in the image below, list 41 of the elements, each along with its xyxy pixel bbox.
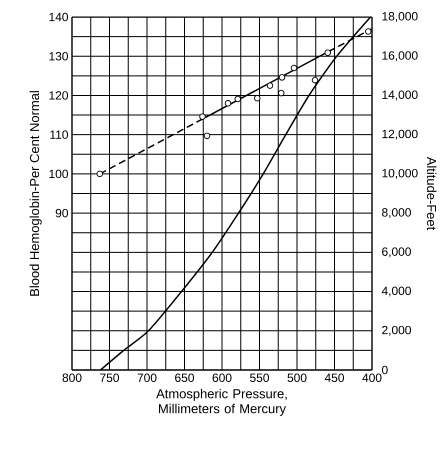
point xyxy=(365,28,372,35)
x-tick-label: 500 xyxy=(288,374,307,382)
point xyxy=(254,94,260,102)
x-tick-label: 700 xyxy=(138,374,157,382)
y-tick-label: 110 xyxy=(50,130,68,139)
point xyxy=(266,82,274,89)
point xyxy=(290,64,298,72)
y2-tick-label: 8,000 xyxy=(382,208,411,218)
y2-tick-label: 12,000 xyxy=(382,130,418,140)
point xyxy=(224,100,232,107)
y-axis-title: Blood Hemoglobin-Per Cent Normal xyxy=(30,91,42,296)
y2-tick-label: 14,000 xyxy=(382,90,418,100)
y-tick-label: 130 xyxy=(49,52,68,60)
y2-tick-label: 0 xyxy=(382,366,388,374)
x-tick-label: 600 xyxy=(212,374,232,382)
point xyxy=(199,113,206,120)
point xyxy=(312,76,318,84)
point xyxy=(234,96,241,102)
y-tick-label: 90 xyxy=(56,208,68,218)
x-tick-label: 800 xyxy=(62,374,82,382)
y2-tick-label: 2,000 xyxy=(382,326,411,336)
point xyxy=(324,49,331,56)
point xyxy=(204,132,210,140)
point xyxy=(278,90,284,96)
y2-axis-title: Altitude-Feet xyxy=(426,156,436,230)
point xyxy=(96,170,103,178)
y2-tick-label: 16,000 xyxy=(382,51,418,62)
y2-tick-label: 10,000 xyxy=(382,168,418,179)
x-tick-label: 650 xyxy=(175,374,194,382)
y2-tick-label: 18,000 xyxy=(382,12,418,22)
x-axis-title: Atmospheric Pressure, Millimeters of Mercury xyxy=(156,388,287,416)
y-tick-label: 120 xyxy=(49,91,68,100)
point xyxy=(278,74,286,81)
y2-tick-label: 6,000 xyxy=(382,247,411,258)
y2-tick-label: 4,000 xyxy=(382,286,411,296)
x-tick-label: 450 xyxy=(324,374,344,382)
y-tick-label: 140 xyxy=(49,12,68,22)
x-tick-label: 400 xyxy=(362,374,382,382)
x-tick-label: 750 xyxy=(100,374,120,382)
y-tick-label: 100 xyxy=(49,170,68,178)
x-tick-label: 550 xyxy=(250,374,270,382)
